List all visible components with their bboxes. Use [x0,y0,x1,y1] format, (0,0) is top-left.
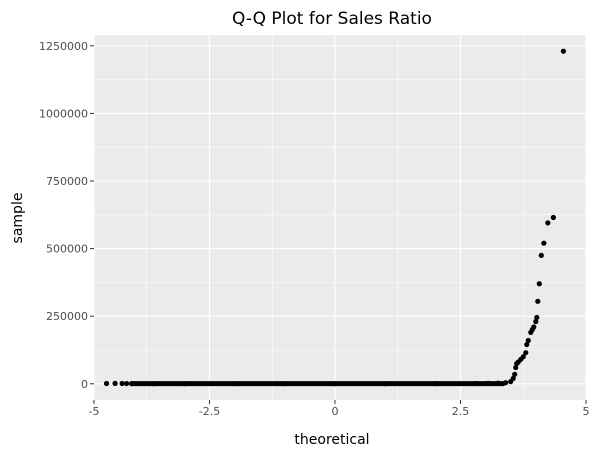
data-point [103,380,110,387]
x-tick-label: -2.5 [199,405,220,418]
x-tick-label: -5 [89,405,100,418]
x-tick-label: 2.5 [452,405,470,418]
data-point [534,314,540,321]
data-point [151,381,157,387]
data-point [129,381,135,387]
x-tick-label: 5 [583,405,590,418]
data-point [503,380,509,386]
data-point [512,371,518,377]
data-point [538,252,544,258]
data-points [103,48,567,387]
data-point [533,318,539,325]
data-point [472,380,479,387]
y-tick-label: 750000 [46,175,88,188]
x-axis-label: theoretical [294,432,369,448]
data-point [124,380,130,387]
y-tick-label: 1000000 [39,107,88,120]
data-point [282,381,288,387]
data-point [112,380,118,386]
data-point [432,381,438,387]
data-point [524,341,530,348]
y-tick-label: 500000 [46,243,88,256]
data-point [541,240,547,246]
data-point [510,375,516,381]
data-point [181,381,187,387]
data-point [520,354,526,360]
y-tick-label: 250000 [46,310,88,323]
data-point [513,364,519,371]
data-point [545,220,551,226]
data-point [382,381,388,387]
grid-lines [93,35,587,400]
data-point [523,350,529,356]
data-point [332,381,338,387]
y-axis-ticks: 0 250000 500000 750000 1000000 1250000 [39,40,94,391]
data-point [550,214,556,221]
data-point [560,48,567,54]
chart-title: Q-Q Plot for Sales Ratio [232,9,432,29]
data-point [525,337,531,344]
data-point [485,380,491,386]
data-point [231,381,238,387]
x-axis-ticks: -5 -2.5 0 2.5 5 [89,400,590,418]
data-point [535,298,541,304]
plot-panel [94,35,586,400]
data-point [119,380,125,387]
y-tick-label: 1250000 [39,40,88,53]
y-tick-label: 0 [81,378,88,391]
y-axis-label: sample [10,193,26,244]
data-point [536,281,542,287]
data-point [531,324,537,330]
x-tick-label: 0 [331,405,338,418]
data-point [495,380,501,386]
